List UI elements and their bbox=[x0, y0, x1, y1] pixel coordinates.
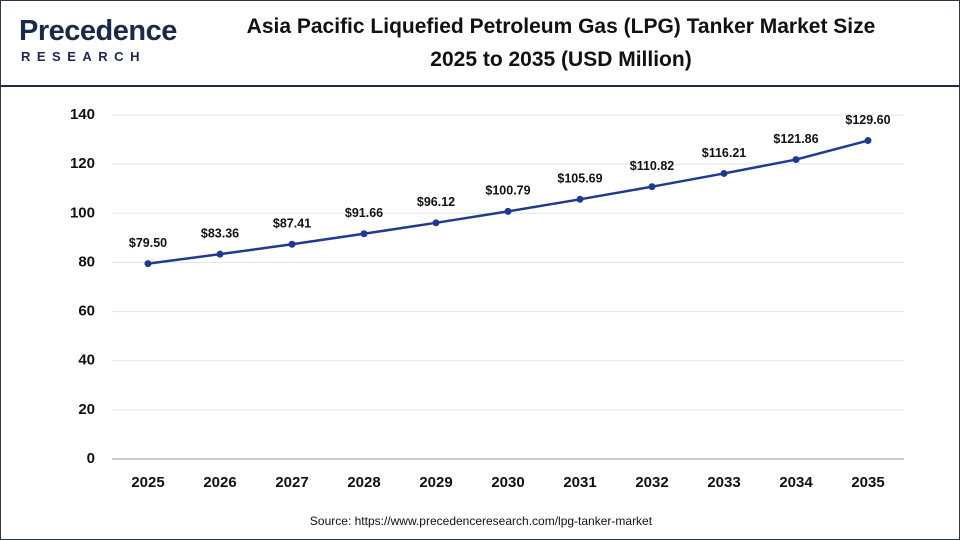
y-tick-label: 120 bbox=[70, 155, 95, 172]
y-tick-label: 100 bbox=[70, 204, 95, 221]
x-tick-label: 2025 bbox=[131, 474, 164, 491]
point bbox=[216, 250, 224, 258]
point bbox=[432, 219, 440, 227]
value-label: $96.12 bbox=[417, 195, 455, 209]
value-label: $83.36 bbox=[201, 226, 239, 240]
x-tick-label: 2030 bbox=[491, 474, 524, 491]
logo-tagline: RESEARCH bbox=[21, 49, 146, 64]
point bbox=[144, 260, 152, 268]
y-tick-label: 40 bbox=[78, 352, 95, 369]
point bbox=[864, 137, 872, 145]
line bbox=[147, 139, 869, 265]
value-label: $105.69 bbox=[557, 172, 602, 186]
source: Source: https://www.precedenceresearch.c… bbox=[310, 514, 653, 528]
point bbox=[792, 156, 800, 164]
x-tick-label: 2027 bbox=[275, 474, 308, 491]
value-label: $121.86 bbox=[773, 132, 818, 146]
y-tick-label: 0 bbox=[87, 450, 95, 467]
point bbox=[504, 207, 512, 215]
y-tick-label: 80 bbox=[78, 253, 95, 270]
y-tick-label: 20 bbox=[78, 401, 95, 418]
value-label: $79.50 bbox=[129, 236, 167, 250]
x-tick-label: 2026 bbox=[203, 474, 236, 491]
x-tick-label: 2035 bbox=[851, 474, 884, 491]
x-tick-label: 2031 bbox=[563, 474, 596, 491]
chart-title: Asia Pacific Liquefied Petroleum Gas (LP… bbox=[246, 15, 876, 71]
value-label: $91.66 bbox=[345, 206, 383, 220]
point bbox=[648, 183, 656, 191]
x-tick-label: 2028 bbox=[347, 474, 380, 491]
y-tick-label: 140 bbox=[70, 106, 95, 123]
x-tick-label: 2032 bbox=[635, 474, 668, 491]
value-label: $110.82 bbox=[630, 159, 675, 173]
point bbox=[576, 195, 584, 203]
value-label: $87.41 bbox=[273, 217, 311, 231]
x-tick-label: 2033 bbox=[707, 474, 740, 491]
point bbox=[288, 240, 296, 248]
value-label: $100.79 bbox=[485, 184, 530, 198]
value-label: $116.21 bbox=[702, 146, 747, 160]
y-tick-label: 60 bbox=[78, 303, 95, 320]
logo-name: Precedence bbox=[19, 15, 177, 47]
value-label: $129.60 bbox=[845, 113, 890, 127]
point bbox=[720, 169, 728, 177]
point bbox=[360, 230, 368, 238]
x-tick-label: 2029 bbox=[419, 474, 452, 491]
x-tick-label: 2034 bbox=[779, 474, 813, 491]
header-divider bbox=[1, 85, 959, 87]
